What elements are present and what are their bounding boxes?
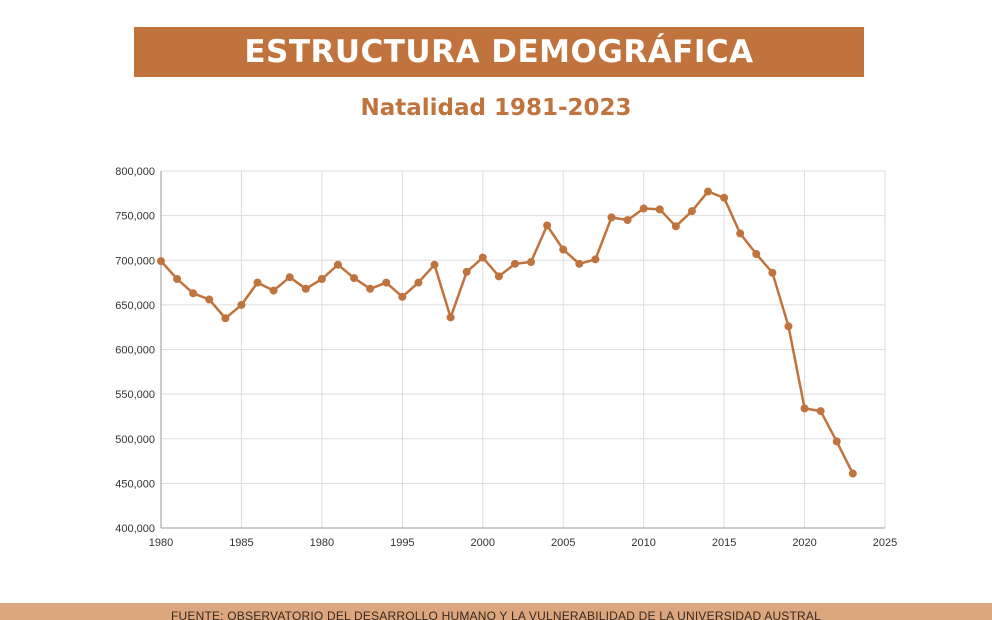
data-point: [591, 255, 600, 264]
data-point: [350, 274, 359, 283]
data-point: [575, 259, 584, 268]
x-tick-label: 2015: [712, 537, 736, 549]
data-point: [768, 268, 777, 277]
data-point: [494, 272, 503, 281]
data-point: [446, 313, 455, 322]
data-point: [382, 278, 391, 287]
data-point: [736, 229, 745, 238]
data-point: [414, 278, 423, 287]
data-point: [704, 187, 713, 196]
data-point: [543, 221, 552, 230]
data-point: [559, 245, 568, 254]
chart-subtitle: Natalidad 1981-2023: [360, 95, 632, 121]
y-tick-label: 800,000: [115, 166, 155, 178]
data-point: [671, 222, 680, 231]
data-point: [478, 253, 487, 262]
data-point: [639, 204, 648, 213]
data-point: [527, 258, 536, 267]
data-point: [800, 404, 809, 413]
data-point: [607, 213, 616, 222]
data-point: [398, 292, 407, 301]
y-tick-label: 650,000: [115, 300, 155, 312]
data-point: [720, 193, 729, 202]
data-point: [269, 286, 278, 295]
data-point: [816, 407, 825, 416]
data-point: [189, 289, 198, 298]
data-point: [253, 278, 262, 287]
line-chart: 400,000 450,000 500,000 550,000 600,000 650,0…: [115, 166, 897, 549]
x-tick-label: 2005: [551, 537, 575, 549]
y-tick-label: 750,000: [115, 211, 155, 223]
y-tick-label: 450,000: [115, 478, 155, 490]
data-point: [848, 469, 857, 478]
data-point: [623, 216, 632, 225]
x-tick-label: 1980: [149, 537, 173, 549]
x-tick-label: 2020: [792, 537, 816, 549]
data-point: [784, 322, 793, 331]
y-tick-label: 500,000: [115, 434, 155, 446]
x-tick-label: 1995: [390, 537, 414, 549]
x-tick-label: 1980: [310, 537, 334, 549]
data-point: [655, 205, 664, 214]
source-footer: FUENTE: OBSERVATORIO DEL DESARROLLO HUMA…: [0, 603, 992, 620]
data-point: [510, 259, 519, 268]
x-tick-label: 2010: [631, 537, 655, 549]
data-point: [173, 274, 182, 283]
data-point: [221, 314, 230, 323]
data-point: [285, 273, 294, 282]
y-tick-label: 600,000: [115, 345, 155, 357]
title-banner: ESTRUCTURA DEMOGRÁFICA: [134, 27, 864, 77]
source-text: FUENTE: OBSERVATORIO DEL DESARROLLO HUMA…: [170, 609, 821, 620]
y-tick-label: 400,000: [115, 523, 155, 535]
data-point: [366, 284, 375, 293]
x-tick-label: 2025: [873, 537, 897, 549]
data-point: [687, 207, 696, 216]
data-point: [157, 257, 165, 266]
x-tick-label: 2000: [471, 537, 495, 549]
page-title: ESTRUCTURA DEMOGRÁFICA: [244, 34, 754, 70]
data-point: [205, 295, 214, 304]
data-point: [237, 300, 246, 309]
data-point: [301, 284, 310, 293]
data-point: [317, 274, 326, 283]
x-tick-label: 1985: [229, 537, 253, 549]
data-point: [832, 437, 841, 446]
data-point: [462, 267, 471, 276]
data-point: [333, 260, 342, 269]
series-line: [160, 190, 854, 475]
data-point: [430, 260, 439, 269]
data-point: [752, 250, 761, 259]
y-tick-label: 550,000: [115, 389, 155, 401]
y-tick-label: 700,000: [115, 255, 155, 267]
